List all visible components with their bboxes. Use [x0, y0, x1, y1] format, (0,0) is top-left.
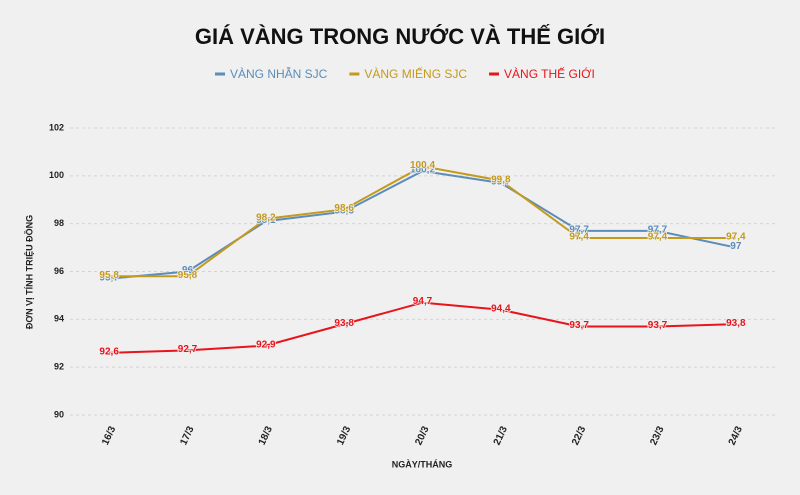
series-line [109, 170, 737, 280]
data-label: 95,8 [99, 270, 119, 281]
data-label: 97,7 [569, 224, 589, 235]
data-label: 93,8 [334, 318, 354, 329]
data-label: 100,2 [410, 165, 435, 176]
data-label: 97,4 [569, 232, 589, 243]
series-line [109, 301, 736, 354]
data-label: 98,2 [256, 213, 276, 224]
data-label: 99,7 [491, 177, 511, 188]
data-label: 92,6 [99, 346, 119, 357]
data-label: 94,4 [491, 303, 511, 314]
y-axis-label: ĐƠN VỊ TÍNH TRIỆU ĐỒNG [23, 215, 34, 329]
data-label: 98,1 [256, 215, 276, 226]
data-label: 96 [182, 265, 194, 276]
y-tick-label: 92 [54, 362, 64, 372]
chart-title: GIÁ VÀNG TRONG NƯỚC VÀ THẾ GIỚI [195, 24, 605, 49]
y-tick-label: 100 [49, 170, 64, 180]
data-label: 97,4 [726, 232, 746, 243]
data-label: 93,7 [648, 320, 668, 331]
legend-label: VÀNG THẾ GIỚI [504, 66, 595, 81]
legend-label: VÀNG NHẪN SJC [230, 66, 328, 81]
data-label: 97,4 [648, 232, 668, 243]
data-label: 92,7 [178, 344, 198, 355]
data-label: 97 [730, 241, 742, 252]
data-label: 98,6 [334, 203, 354, 214]
data-label: 95,8 [178, 270, 198, 281]
data-label: 95,7 [99, 272, 119, 283]
y-tick-label: 102 [49, 122, 64, 132]
y-tick-label: 98 [54, 218, 64, 228]
x-axis-label: NGÀY/THÁNG [392, 459, 453, 469]
data-label: 93,7 [569, 320, 589, 331]
legend-label: VÀNG MIẾNG SJC [364, 66, 467, 81]
data-label: 93,8 [726, 318, 746, 329]
data-label: 99,8 [491, 174, 511, 185]
y-tick-label: 94 [54, 314, 64, 324]
data-label: 97,7 [648, 224, 668, 235]
data-label: 92,9 [256, 339, 276, 350]
data-label: 94,7 [413, 296, 433, 307]
y-tick-label: 90 [54, 409, 64, 419]
y-tick-label: 96 [54, 266, 64, 276]
series-line [109, 165, 736, 278]
data-label: 98,5 [334, 205, 354, 216]
data-label: 100,4 [410, 160, 435, 171]
